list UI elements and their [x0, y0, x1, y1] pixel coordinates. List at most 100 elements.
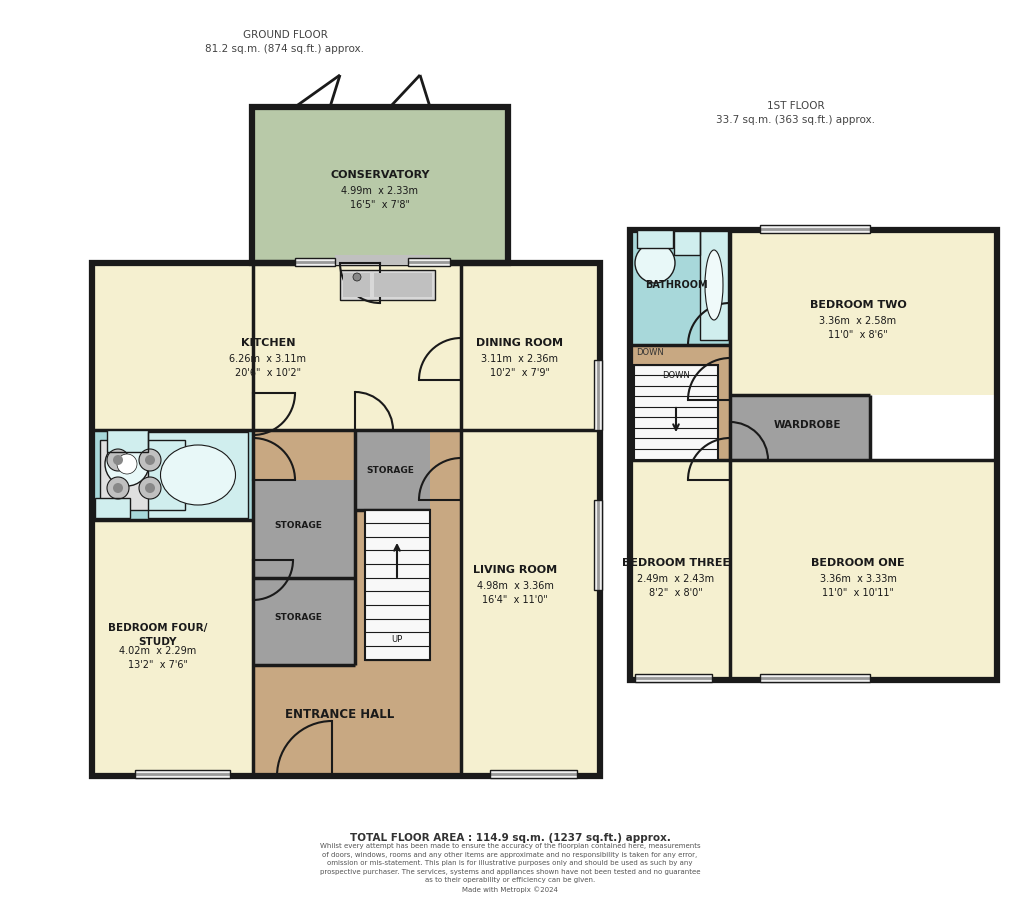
Text: 13'2"  x 7'6": 13'2" x 7'6": [127, 660, 187, 670]
Text: BEDROOM ONE: BEDROOM ONE: [810, 558, 904, 568]
Text: 11'0"  x 8'6": 11'0" x 8'6": [827, 330, 887, 340]
Text: 6.26m  x 3.11m: 6.26m x 3.11m: [229, 354, 306, 364]
Text: 10'2"  x 7'9": 10'2" x 7'9": [489, 368, 549, 378]
Bar: [92, 520, 253, 776]
Text: ENTRANCE HALL: ENTRANCE HALL: [285, 708, 394, 722]
Text: WARDROBE: WARDROBE: [772, 420, 840, 430]
Text: 11'0"  x 10'11": 11'0" x 10'11": [821, 588, 893, 598]
Text: CONSERVATORY: CONSERVATORY: [330, 170, 429, 180]
Bar: [699, 231, 728, 340]
Bar: [461, 263, 599, 430]
Circle shape: [107, 477, 128, 499]
Bar: [593, 500, 601, 590]
Bar: [759, 225, 869, 233]
Bar: [759, 674, 869, 682]
Text: DOWN: DOWN: [661, 371, 689, 380]
Text: LIVING ROOM: LIVING ROOM: [473, 565, 556, 575]
Text: 4.02m  x 2.29m: 4.02m x 2.29m: [119, 646, 197, 656]
Bar: [593, 500, 601, 590]
Bar: [294, 258, 334, 266]
Ellipse shape: [160, 445, 235, 505]
Bar: [334, 255, 430, 265]
Bar: [630, 460, 730, 680]
Text: STORAGE: STORAGE: [366, 466, 414, 475]
Bar: [730, 230, 996, 395]
Bar: [730, 460, 996, 680]
Bar: [355, 430, 430, 510]
Bar: [339, 270, 434, 300]
Circle shape: [145, 483, 155, 493]
Circle shape: [635, 243, 675, 283]
Bar: [489, 770, 577, 778]
Bar: [637, 230, 673, 248]
Bar: [365, 510, 430, 660]
Text: DINING ROOM: DINING ROOM: [476, 338, 562, 348]
Text: 3.36m  x 2.58m: 3.36m x 2.58m: [818, 316, 896, 326]
Bar: [135, 770, 229, 778]
Bar: [92, 263, 461, 430]
Text: Whilst every attempt has been made to ensure the accuracy of the floorplan conta: Whilst every attempt has been made to en…: [319, 844, 700, 892]
Circle shape: [139, 449, 161, 471]
Bar: [674, 231, 699, 255]
Bar: [135, 770, 229, 778]
Bar: [593, 360, 601, 430]
Text: 4.98m  x 3.36m: 4.98m x 3.36m: [476, 581, 553, 591]
Circle shape: [353, 273, 361, 281]
Circle shape: [113, 483, 123, 493]
Bar: [634, 365, 717, 460]
Bar: [252, 107, 507, 263]
Circle shape: [113, 455, 123, 465]
Text: 3.11m  x 2.36m: 3.11m x 2.36m: [481, 354, 558, 364]
Bar: [408, 258, 449, 266]
Bar: [730, 395, 869, 460]
Text: 8'2"  x 8'0": 8'2" x 8'0": [648, 588, 702, 598]
Bar: [253, 578, 355, 665]
Text: BEDROOM TWO: BEDROOM TWO: [809, 300, 906, 310]
Bar: [107, 430, 148, 452]
Ellipse shape: [704, 250, 722, 320]
Text: GROUND FLOOR
81.2 sq.m. (874 sq.ft.) approx.: GROUND FLOOR 81.2 sq.m. (874 sq.ft.) app…: [205, 30, 364, 54]
Bar: [365, 510, 430, 660]
Bar: [148, 432, 248, 518]
Circle shape: [105, 442, 149, 486]
Bar: [342, 273, 370, 297]
Text: TOTAL FLOOR AREA : 114.9 sq.m. (1237 sq.ft.) approx.: TOTAL FLOOR AREA : 114.9 sq.m. (1237 sq.…: [350, 833, 669, 843]
Bar: [100, 440, 184, 510]
Text: KITCHEN: KITCHEN: [240, 338, 294, 348]
Bar: [339, 270, 434, 300]
Bar: [148, 432, 248, 518]
Bar: [699, 231, 728, 340]
Text: BATHROOM: BATHROOM: [644, 280, 706, 290]
Bar: [637, 230, 673, 248]
Circle shape: [107, 449, 128, 471]
Bar: [674, 231, 699, 255]
Bar: [759, 225, 869, 233]
Bar: [630, 230, 996, 680]
Bar: [759, 674, 869, 682]
Bar: [107, 430, 148, 452]
Text: 16'4"  x 11'0": 16'4" x 11'0": [482, 595, 547, 605]
Bar: [461, 430, 599, 776]
Text: BEDROOM FOUR/
STUDY: BEDROOM FOUR/ STUDY: [108, 623, 208, 646]
Text: STORAGE: STORAGE: [274, 613, 322, 622]
Text: DOWN: DOWN: [636, 348, 663, 357]
Bar: [634, 365, 717, 460]
Text: 2.49m  x 2.43m: 2.49m x 2.43m: [637, 574, 714, 584]
Text: 16'5"  x 7'8": 16'5" x 7'8": [350, 200, 410, 210]
Circle shape: [145, 455, 155, 465]
Text: 1ST FLOOR
33.7 sq.m. (363 sq.ft.) approx.: 1ST FLOOR 33.7 sq.m. (363 sq.ft.) approx…: [715, 101, 874, 125]
Text: UP: UP: [391, 635, 403, 644]
Text: STORAGE: STORAGE: [274, 521, 322, 529]
Bar: [252, 107, 507, 263]
Bar: [635, 674, 711, 682]
Bar: [100, 440, 184, 510]
Circle shape: [117, 454, 137, 474]
Bar: [635, 674, 711, 682]
Bar: [95, 498, 129, 518]
Bar: [95, 498, 129, 518]
Bar: [630, 230, 730, 345]
Bar: [489, 770, 577, 778]
Text: BEDROOM THREE: BEDROOM THREE: [622, 558, 730, 568]
Bar: [92, 430, 253, 520]
Bar: [92, 263, 599, 776]
